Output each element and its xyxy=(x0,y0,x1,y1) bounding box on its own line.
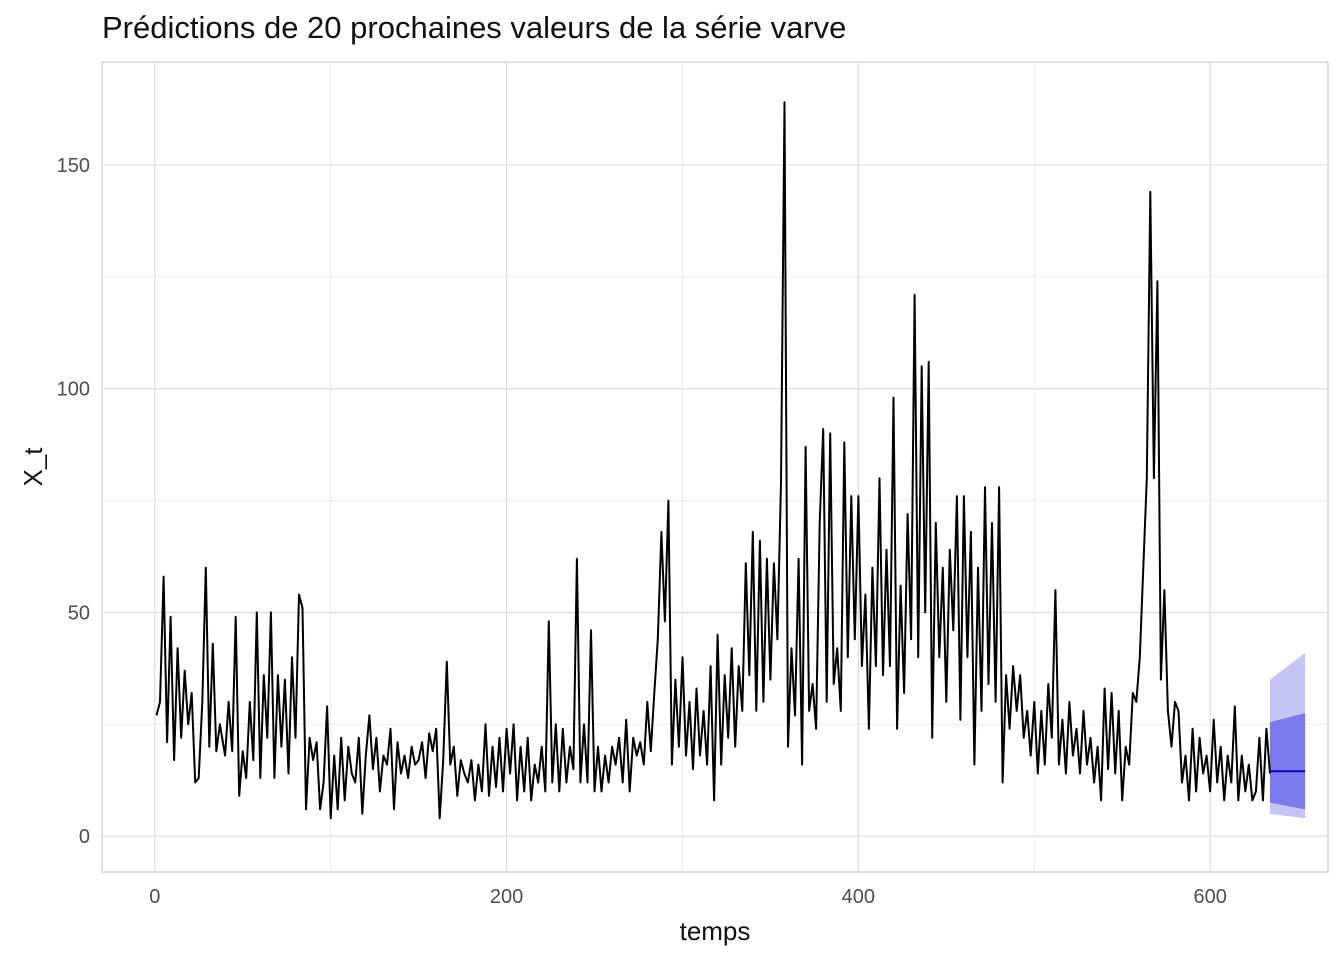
chart-title: Prédictions de 20 prochaines valeurs de … xyxy=(102,10,847,45)
grid-major xyxy=(102,62,1328,872)
x-axis-title: temps xyxy=(680,916,751,946)
forecast-band-80 xyxy=(1269,713,1306,810)
y-tick-label: 150 xyxy=(57,155,90,177)
x-tick-label: 400 xyxy=(842,886,875,908)
x-tick-label: 0 xyxy=(149,886,160,908)
axes: 0 200 400 600 0 50 100 150 xyxy=(57,61,1329,908)
x-tick-label: 200 xyxy=(490,886,523,908)
y-tick-label: 100 xyxy=(57,379,90,401)
forecast-bands xyxy=(1269,652,1306,819)
observed-line xyxy=(155,101,1271,820)
x-tick-label: 600 xyxy=(1193,886,1226,908)
y-tick-label: 50 xyxy=(68,602,90,624)
panel-border xyxy=(101,61,1329,873)
series-lines xyxy=(155,101,1306,820)
y-tick-label: 0 xyxy=(79,826,90,848)
y-axis-title: X_t xyxy=(18,447,48,487)
